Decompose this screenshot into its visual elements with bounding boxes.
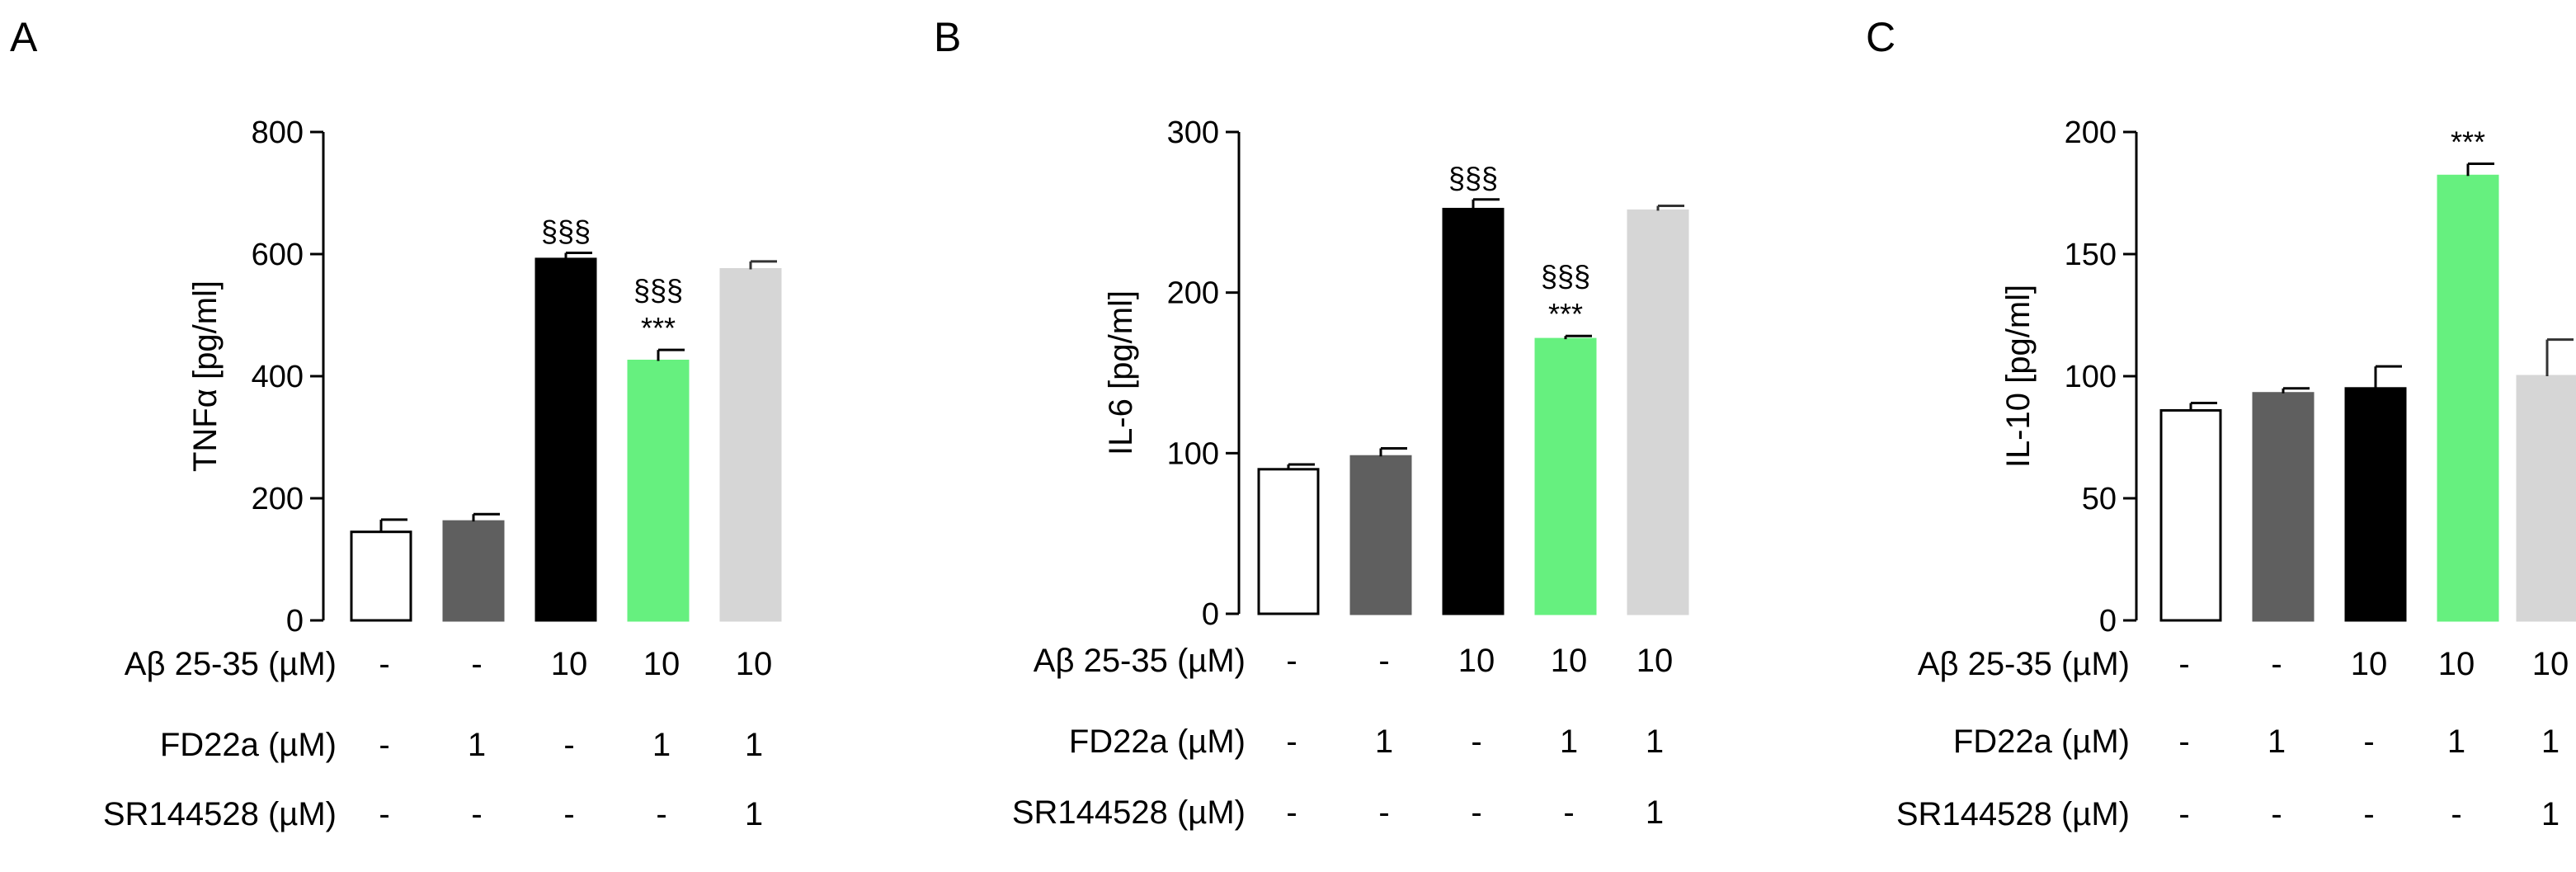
panel-b-significance-label: §§§ [1448,161,1498,195]
panel-a-y-axis-label: TNFα [pg/ml] [187,280,224,472]
panel-a-abeta-row-value: - [471,646,482,682]
panel-a-sr144528-row-value: - [471,796,482,832]
panel-c-abeta-row-value: 10 [2532,646,2569,682]
panel-b-abeta-row-label: Aβ 25-35 (µM) [1034,643,1246,679]
panel-b-sr144528-row-value: - [1286,794,1297,831]
panel-b-abeta-row-value: 10 [1551,643,1588,679]
panel-a-fd22a-row-value: 1 [652,727,671,763]
panel-a-sr144528-row-value: - [379,796,389,832]
panel-c-sr144528-row-value: - [2271,796,2282,832]
panel-c-fd22a-row-value: 1 [2268,724,2286,760]
panel-a-significance-label: *** [641,311,676,345]
panel-c-fd22a-row-value: - [2363,724,2374,760]
panel-a-abeta-row-label: Aβ 25-35 (µM) [125,646,337,682]
panel-a-y-tick-label: 600 [252,238,304,272]
panel-b-bar [1627,209,1689,615]
panel-b-significance-label: *** [1548,297,1583,331]
panel-b-fd22a-row-value: 1 [1375,724,1393,760]
panel-c-y-tick-label: 0 [2099,604,2117,639]
panel-a-abeta-row-value: 10 [736,646,773,682]
panel-c-abeta-row-label: Aβ 25-35 (µM) [1918,646,2130,682]
panel-b-y-tick-label: 0 [1202,597,1219,632]
panel-a-bar [535,257,597,622]
panel-b-bar [1442,207,1505,615]
panel-c-abeta-row-value: 10 [2438,646,2475,682]
panel-a-letter: A [10,14,38,60]
panel-b-significance-label: §§§ [1541,259,1590,293]
panel-a-y-tick-label: 400 [252,360,304,394]
panel-b-fd22a-row-value: 1 [1560,724,1578,760]
panel-a-fd22a-row-label: FD22a (µM) [160,727,337,763]
panel-c-y-tick-label: 200 [2065,115,2117,150]
panel-c-y-axis-label: IL-10 [pg/ml] [2000,285,2037,468]
panel-b-abeta-row-value: 10 [1636,643,1674,679]
panel-c-sr144528-row-value: - [2178,796,2189,832]
panel-a-sr144528-row-value: - [656,796,666,832]
panel-c-significance-label: *** [2451,125,2485,158]
panel-c-fd22a-row-value: 1 [2541,724,2560,760]
panel-a-sr144528-row-value: 1 [745,796,763,832]
panel-a-fd22a-row-value: 1 [745,727,763,763]
panel-b-bar [1349,455,1412,615]
panel-a-abeta-row-value: 10 [643,646,680,682]
panel-a-bar [627,360,690,622]
panel-c-y-tick-label: 100 [2065,360,2117,394]
panel-c-y-tick-label: 150 [2065,238,2117,272]
panel-c-sr144528-row-value: - [2363,796,2374,832]
panel-c-sr144528-row-value: - [2451,796,2461,832]
panel-a-significance-label: §§§ [541,214,591,248]
panel-a-fd22a-row-value: - [379,727,389,763]
panel-b-y-tick-label: 100 [1167,436,1219,471]
panel-b-abeta-row-value: 10 [1458,643,1495,679]
panel-c-y-tick-label: 50 [2082,482,2117,516]
panel-b-fd22a-row-value: - [1286,724,1297,760]
panel-c-bar [2159,408,2222,622]
panel-a-fd22a-row-value: 1 [468,727,486,763]
panel-c-abeta-row-value: 10 [2351,646,2388,682]
panel-b-y-tick-label: 200 [1167,276,1219,311]
panel-b-abeta-row-value: - [1286,643,1297,679]
panel-b-fd22a-row-label: FD22a (µM) [1069,724,1246,760]
panel-c-bar [2437,174,2499,622]
panel-b-bar [1257,468,1320,615]
panel-a-abeta-row-value: 10 [551,646,588,682]
panel-b-bar [1534,337,1597,615]
panel-c-bar [2516,375,2576,622]
panel-c-letter: C [1866,14,1896,60]
panel-b-letter: B [934,14,961,60]
panel-a-bar [719,268,782,622]
panel-b-fd22a-row-value: - [1471,724,1481,760]
panel-b-sr144528-row-value: - [1378,794,1389,831]
panel-a-significance-label: §§§ [633,273,683,307]
panel-c-abeta-row-value: - [2178,646,2189,682]
panel-b-abeta-row-value: - [1378,643,1389,679]
panel-b-sr144528-row-label: SR144528 (µM) [1012,794,1246,831]
panel-a-bar [350,530,412,622]
panel-a-y-tick-label: 0 [286,604,304,639]
panel-b-y-tick-label: 300 [1167,115,1219,150]
panel-c-fd22a-row-value: 1 [2447,724,2465,760]
panel-c-abeta-row-value: - [2271,646,2282,682]
panel-c-bar [2252,392,2315,622]
panel-b-y-axis-label: IL-6 [pg/ml] [1103,290,1139,455]
panel-a-sr144528-row-label: SR144528 (µM) [103,796,337,832]
panel-c-sr144528-row-value: 1 [2541,796,2560,832]
panel-b-fd22a-row-value: 1 [1646,724,1664,760]
panel-c-bar [2344,387,2407,622]
panel-a-bar [442,520,505,622]
panel-c-fd22a-row-value: - [2178,724,2189,760]
panel-b-sr144528-row-value: - [1471,794,1481,831]
panel-a-fd22a-row-value: - [563,727,574,763]
panel-a-y-tick-label: 200 [252,482,304,516]
panel-c-sr144528-row-label: SR144528 (µM) [1896,796,2130,832]
panel-c-fd22a-row-label: FD22a (µM) [1953,724,2130,760]
panel-a-sr144528-row-value: - [563,796,574,832]
panel-b-sr144528-row-value: 1 [1646,794,1664,831]
panel-b-sr144528-row-value: - [1563,794,1574,831]
panel-a-y-tick-label: 800 [252,115,304,150]
panel-a-abeta-row-value: - [379,646,389,682]
